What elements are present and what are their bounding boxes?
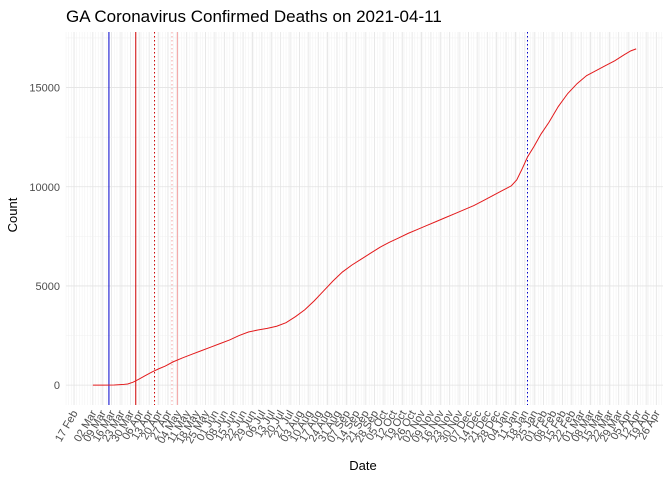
x-axis-title: Date: [349, 458, 376, 473]
y-tick-label: 0: [54, 380, 60, 392]
y-axis-title: Count: [5, 197, 20, 232]
y-tick-label: 15000: [29, 83, 60, 95]
chart-title: GA Coronavirus Confirmed Deaths on 2021-…: [66, 7, 442, 26]
reference-lines: [108, 32, 529, 405]
y-tick-label: 5000: [36, 281, 60, 293]
y-tick-label: 10000: [29, 182, 60, 194]
series-group: [92, 48, 637, 386]
y-axis: 0 5000 10000 15000: [29, 83, 60, 393]
grid: [65, 32, 663, 405]
series-line-deaths: [92, 48, 637, 386]
